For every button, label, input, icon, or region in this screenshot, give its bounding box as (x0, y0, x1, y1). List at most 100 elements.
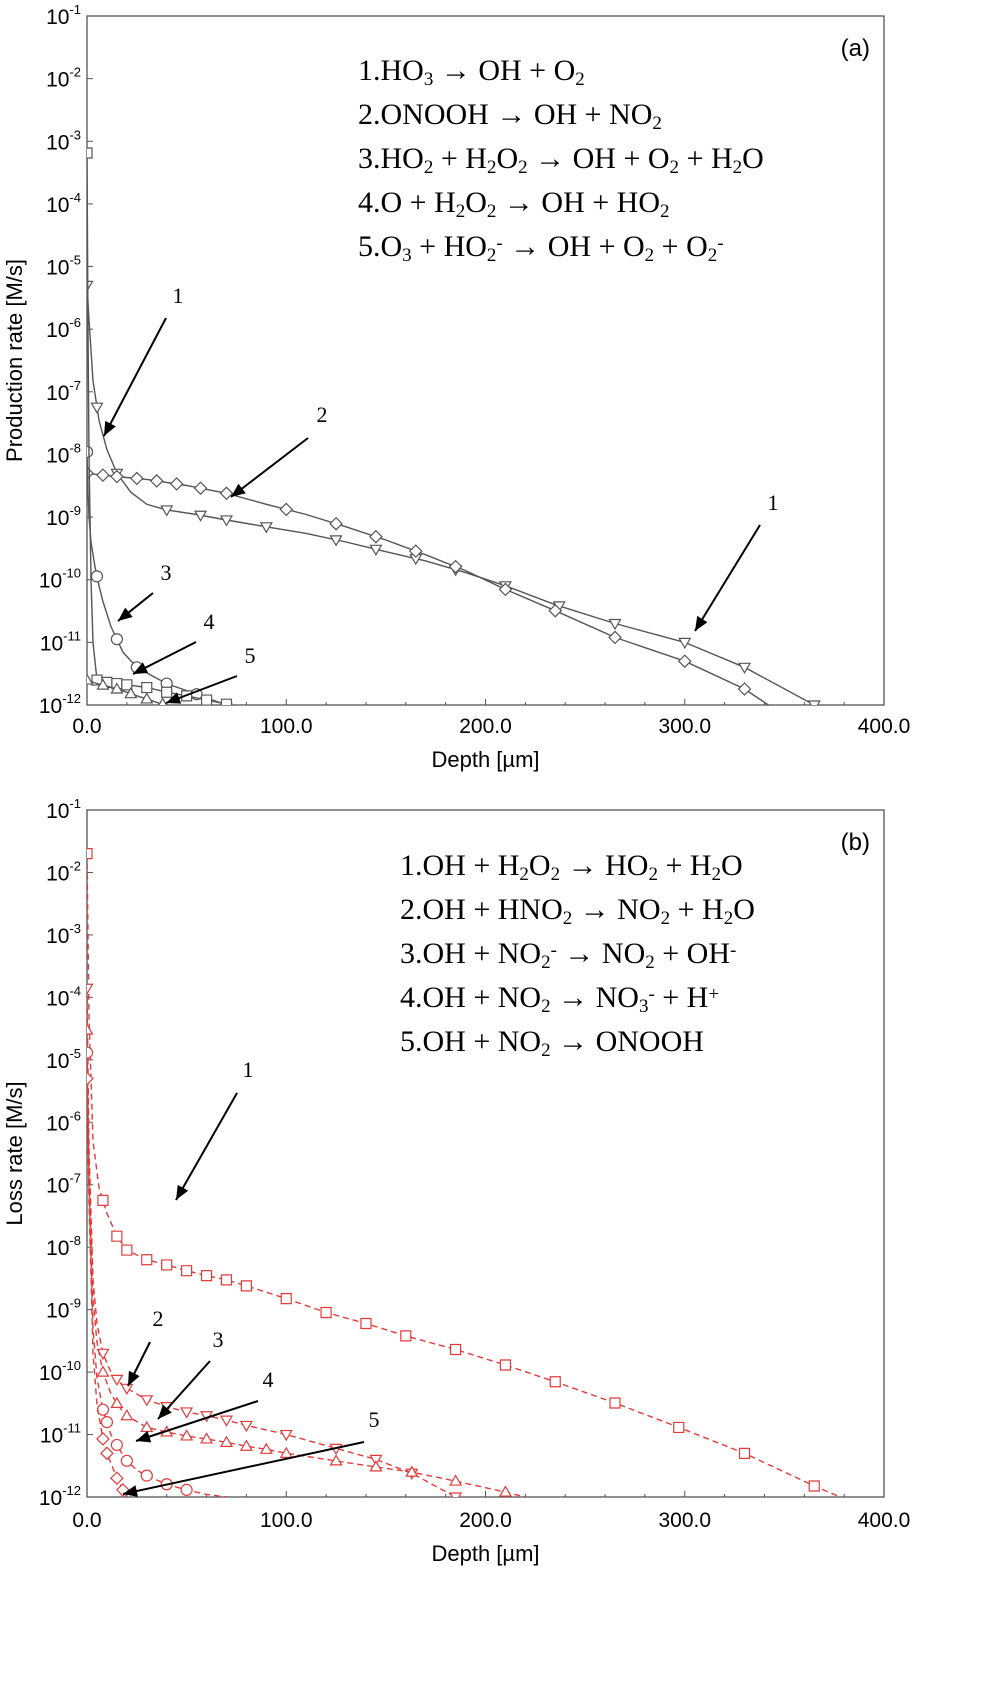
y-tick-label: 10-8 (46, 1233, 81, 1260)
series-3-marker (405, 1465, 419, 1477)
series-1-marker (97, 1194, 109, 1206)
y-tick-label: 10-7 (46, 1171, 81, 1198)
annotation-number: 4 (204, 609, 215, 634)
series-3-line (87, 1029, 526, 1497)
series-2-marker (193, 481, 208, 496)
annotation-arrowhead (166, 692, 182, 704)
x-axis-label: Depth [µm] (431, 747, 539, 772)
series-1-marker (90, 402, 104, 414)
x-tick-label: 300.0 (658, 1509, 711, 1532)
series-4-marker (220, 698, 233, 705)
series-1-marker (220, 1274, 233, 1286)
series-2-marker (369, 529, 383, 544)
series-5-marker (96, 678, 110, 690)
annotation-number: 5 (369, 1407, 380, 1432)
annotation-arrowhead (176, 1184, 189, 1200)
annotation-number: 3 (213, 1327, 224, 1352)
series-4-marker (200, 694, 213, 705)
annotation-number: 1 (173, 283, 184, 308)
chart-panel-a: 0.0 100.0 200.0 300.0 400.010-1210-1110-1010… (2, 2, 910, 772)
series-2-marker (149, 474, 164, 488)
reaction-label: 1.OH + H2O2 → HO2 + H2O (400, 849, 743, 885)
panel-label: (b) (841, 829, 870, 856)
series-2-marker (408, 544, 423, 558)
series-1-marker (738, 1447, 751, 1459)
reaction-label: 3.OH + NO2- → NO2 + OH- (400, 937, 736, 973)
annotation-number: 1 (243, 1057, 254, 1082)
annotation-arrow (135, 1400, 259, 1442)
y-tick-label: 10-2 (46, 65, 81, 92)
y-tick-label: 10-11 (40, 628, 81, 655)
series-5-marker (110, 1471, 124, 1486)
x-tick-label: 0.0 (72, 715, 101, 738)
series-1-marker (400, 1330, 412, 1342)
series-4-marker (120, 1454, 133, 1467)
series-2-marker (219, 1415, 234, 1427)
y-tick-label: 10-7 (46, 378, 81, 405)
series-3-marker (87, 1023, 94, 1035)
series-2-marker (369, 1454, 383, 1467)
series-5-marker (124, 686, 138, 699)
series-3-marker (259, 1442, 273, 1454)
series-2-marker (677, 654, 692, 669)
y-tick-label: 10-10 (39, 1358, 81, 1385)
reaction-label: 1.HO3 → OH + O2 (358, 54, 585, 90)
annotation-number: 2 (153, 1306, 164, 1331)
annotation-arrowhead (128, 1370, 140, 1386)
series-group (87, 848, 841, 1497)
series-3-marker (110, 633, 123, 646)
series-5-marker (100, 1446, 114, 1461)
y-tick-label: 10-4 (46, 983, 81, 1010)
y-axis-label: Loss rate [M/s] (2, 1081, 27, 1225)
series-2-marker (498, 582, 513, 597)
series-2-marker (737, 682, 752, 696)
reaction-label: 4.O + H2O2 → OH + HO2 (358, 186, 670, 222)
series-2-marker (180, 1407, 194, 1419)
series-2-marker (120, 1383, 134, 1396)
reaction-label: 2.OH + HNO2 → NO2 + H2O (400, 893, 755, 929)
x-tick-label: 200.0 (459, 1509, 512, 1532)
annotation-arrowhead (158, 1404, 172, 1419)
y-tick-label: 10-8 (46, 440, 81, 467)
series-2-marker (448, 559, 463, 574)
series-3-marker (239, 1439, 253, 1451)
annotation-arrowhead (133, 662, 149, 674)
series-5-marker (158, 697, 168, 705)
series-1-marker (369, 544, 383, 556)
x-tick-label: 400.0 (858, 715, 911, 738)
series-2-marker (87, 983, 94, 995)
series-1-marker (807, 700, 821, 705)
y-tick-label: 10-2 (46, 858, 81, 885)
x-tick-label: 100.0 (260, 1509, 313, 1532)
series-2-marker (110, 469, 124, 484)
series-2-marker (219, 486, 234, 501)
series-3-marker (219, 1435, 234, 1447)
series-1-marker (181, 1265, 193, 1277)
annotation-arrowhead (231, 483, 246, 497)
series-1-marker (549, 1376, 561, 1388)
series-4-marker (161, 686, 173, 698)
annotation-arrow (122, 1441, 365, 1495)
y-tick-label: 10-12 (39, 691, 81, 718)
x-tick-label: 300.0 (658, 715, 711, 738)
series-1-marker (499, 1359, 512, 1371)
series-3-marker (200, 1432, 214, 1444)
series-1-marker (678, 637, 692, 650)
x-tick-label: 200.0 (459, 715, 512, 738)
series-3-marker (498, 1485, 512, 1497)
annotation-number: 2 (317, 402, 328, 427)
series-1-marker (160, 505, 174, 517)
annotation-arrow (103, 317, 167, 437)
series-2-marker (608, 630, 622, 645)
series-1-line (87, 285, 815, 705)
series-4-marker (140, 1469, 153, 1482)
series-3-marker (110, 1396, 124, 1408)
annotation-arrow (694, 524, 761, 632)
y-tick-label: 10-5 (46, 253, 81, 280)
annotation-arrow (230, 437, 309, 498)
series-1-marker (240, 1280, 252, 1292)
y-axis-label: Production rate [M/s] (2, 259, 27, 462)
series-4-marker (180, 1483, 193, 1496)
x-tick-label: 100.0 (260, 715, 313, 738)
series-1-marker (808, 1480, 820, 1492)
